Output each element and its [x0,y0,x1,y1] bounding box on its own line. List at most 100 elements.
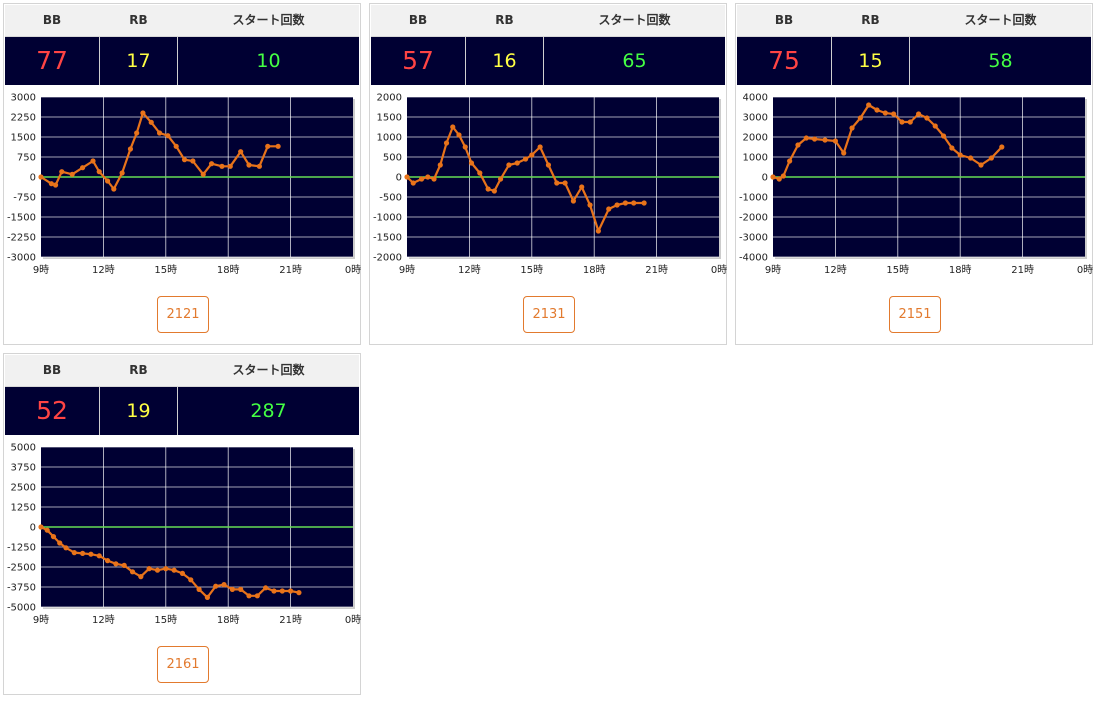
x-tick-label: 18時 [217,264,240,276]
y-tick-label: 1250 [11,503,36,514]
data-point [477,170,483,176]
machine-number-button[interactable]: 2131 [523,296,575,333]
y-tick-label: 3750 [11,463,36,474]
data-point [545,162,552,168]
machine-number-button[interactable]: 2121 [157,296,209,333]
data-point [279,588,285,594]
data-point [631,200,637,206]
data-point [882,110,888,116]
y-tick-label: 1000 [377,133,402,144]
data-point [570,198,576,204]
data-point [529,152,535,158]
y-tick-label: 0 [762,173,768,184]
data-point [776,176,782,182]
data-point [579,184,585,190]
x-tick-label: 9時 [33,264,49,276]
data-point [780,173,786,179]
rb-count: 16 [492,50,517,72]
y-tick-label: 3000 [11,93,36,104]
data-point [104,178,111,184]
data-card-2: BB RB スタート回数 57 16 65 2000 1500 1000 500 0 -5… [369,3,727,345]
data-point [288,588,294,594]
data-point [410,180,416,186]
data-point [88,551,94,557]
data-point [156,130,163,136]
bb-header: BB [42,13,62,27]
y-tick-label: -750 [13,193,36,204]
divider [831,37,832,85]
machine-number-button[interactable]: 2161 [157,646,209,683]
data-point [271,588,277,594]
x-tick-label: 9時 [399,264,415,276]
data-point [787,158,793,164]
data-point [932,123,938,129]
y-tick-label: -1000 [739,193,768,204]
y-tick-label: -1500 [7,213,36,224]
data-point [148,119,154,125]
divider [177,37,178,85]
data-point [263,585,269,591]
data-point [822,137,828,143]
rb-count: 19 [126,400,151,422]
data-point [111,186,117,192]
data-point [90,158,96,164]
bb-count: 77 [36,46,68,75]
y-tick-label: -2000 [739,213,768,224]
data-point [924,115,930,121]
divider [99,387,100,435]
data-point [874,107,880,113]
data-point [857,115,863,121]
data-point [69,171,75,177]
data-point [537,144,543,150]
x-tick-label: 9時 [765,264,781,276]
y-tick-label: 2000 [743,133,768,144]
machine-number-button[interactable]: 2151 [889,296,941,333]
data-point [614,202,620,208]
data-point [256,163,262,169]
data-point [213,583,219,589]
data-point [80,550,86,556]
data-point [404,174,410,180]
x-tick-label: 15時 [154,264,177,276]
data-point [227,163,233,169]
data-point [48,181,55,187]
y-tick-label: -3750 [7,583,36,594]
data-point [988,155,994,161]
data-point [891,111,897,117]
data-point [219,163,225,169]
data-point [104,558,111,564]
y-tick-label: 4000 [743,93,768,104]
x-tick-label: 21時 [279,264,302,276]
start-header: スタート回数 [232,13,305,27]
data-point [949,145,955,151]
data-point [38,174,44,180]
y-tick-label: 1500 [377,113,402,124]
data-point [595,228,601,234]
data-point [506,162,512,168]
data-point [221,582,227,588]
data-point [134,130,140,136]
data-point [96,169,102,175]
y-tick-label: -3000 [7,253,36,264]
bb-count: 52 [36,396,68,425]
start-count: 65 [622,50,647,72]
data-point [606,206,612,212]
data-point [50,534,57,540]
x-tick-label: 15時 [154,614,177,626]
data-point [418,176,425,182]
x-tick-label: 0時 [1077,264,1093,276]
data-point [188,577,194,583]
y-tick-label: 0 [30,523,36,534]
card-header: BB RB スタート回数 [5,5,359,37]
divider [99,37,100,85]
y-tick-label: 0 [30,173,36,184]
data-point [129,569,136,575]
start-count: 58 [988,50,1013,72]
data-point [899,119,905,125]
data-point [229,586,235,592]
y-tick-label: -1000 [373,213,402,224]
x-tick-label: 18時 [949,264,972,276]
start-count: 287 [250,400,287,422]
